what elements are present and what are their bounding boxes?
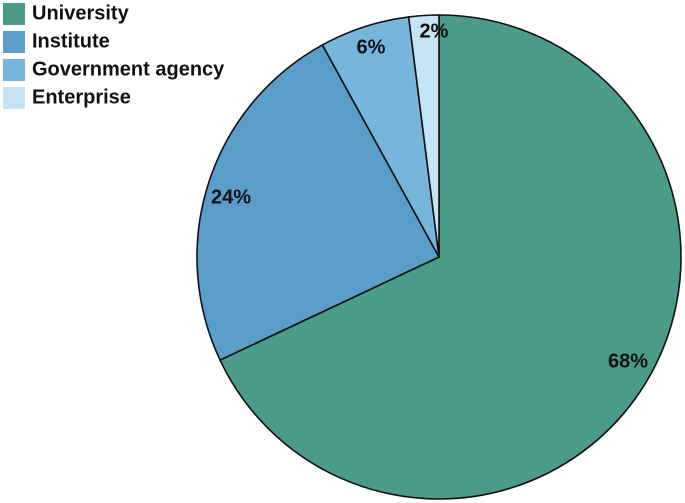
pie-slice-university xyxy=(219,14,682,500)
legend-swatch-enterprise xyxy=(3,87,25,109)
legend-label-institute: Institute xyxy=(32,30,110,52)
slice-label-government-agency: 6% xyxy=(357,36,386,58)
legend: University Institute Government agency Ente… xyxy=(3,2,225,109)
slice-label-university: 68% xyxy=(608,350,648,372)
slice-labels: 68% 24% 6% 2% xyxy=(211,20,648,372)
pie-slice-institute xyxy=(196,44,440,361)
legend-swatch-government-agency xyxy=(3,59,25,81)
slice-label-enterprise: 2% xyxy=(420,20,449,42)
pie-slice-enterprise xyxy=(407,14,440,258)
legend-label-enterprise: Enterprise xyxy=(32,86,131,108)
legend-swatch-university xyxy=(3,3,25,25)
pie-slices xyxy=(196,14,682,500)
slice-label-institute: 24% xyxy=(211,186,251,208)
legend-label-government-agency: Government agency xyxy=(32,58,225,80)
legend-label-university: University xyxy=(32,2,130,24)
legend-swatch-institute xyxy=(3,31,25,53)
